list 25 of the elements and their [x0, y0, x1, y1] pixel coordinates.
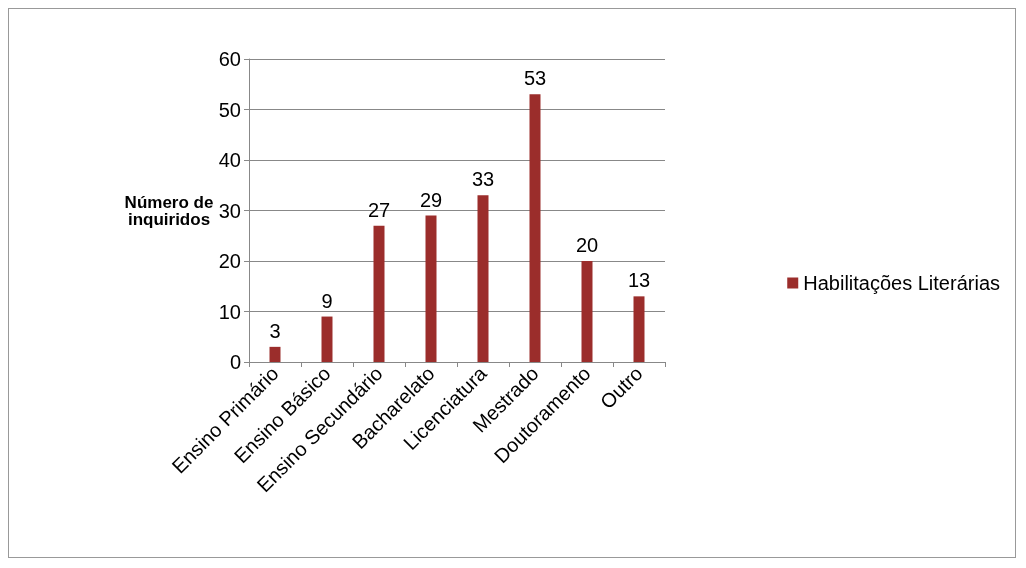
bar — [321, 316, 333, 362]
y-tick-label: 50 — [218, 98, 241, 121]
y-axis-title: Número de inquiridos — [124, 192, 214, 229]
legend-label: Habilitações Literárias — [803, 272, 1001, 294]
y-tick-label: 20 — [218, 250, 241, 272]
data-label: 9 — [321, 289, 333, 312]
data-label: 3 — [269, 319, 281, 342]
data-label: 29 — [419, 188, 443, 211]
y-tick-label: 60 — [218, 48, 241, 70]
data-label: 27 — [367, 198, 391, 221]
y-tick-label: 10 — [218, 300, 241, 323]
bar — [477, 195, 489, 362]
bar — [581, 261, 593, 362]
bar — [269, 346, 281, 362]
data-label: 53 — [523, 67, 547, 90]
data-label: 20 — [575, 234, 599, 256]
y-tick-label: 40 — [218, 149, 241, 171]
y-tick-label: 0 — [229, 351, 241, 373]
bar — [529, 94, 541, 362]
data-label: 13 — [627, 269, 651, 292]
data-label: 33 — [471, 168, 495, 191]
bar — [425, 215, 437, 362]
bar — [373, 225, 385, 362]
bar — [633, 296, 645, 362]
y-tick-label: 30 — [218, 199, 241, 222]
